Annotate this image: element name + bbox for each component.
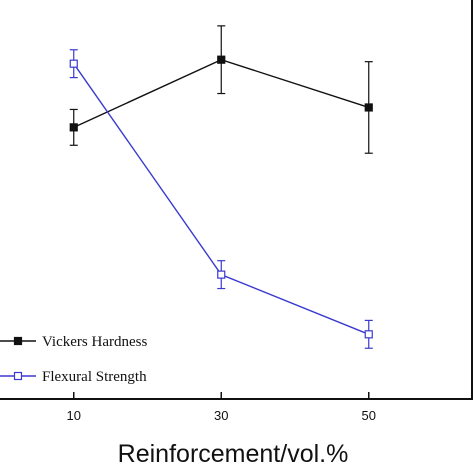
legend: Vickers Hardness Flexural Strength bbox=[0, 334, 147, 385]
legend-label: Flexural Strength bbox=[42, 369, 147, 385]
x-tick-label: 30 bbox=[214, 408, 228, 423]
data-point-marker bbox=[364, 103, 373, 112]
series-layer bbox=[69, 25, 373, 349]
legend-marker bbox=[13, 336, 23, 346]
legend-entry: Flexural Strength bbox=[0, 369, 147, 385]
legend-entry: Vickers Hardness bbox=[0, 334, 147, 350]
data-point-marker bbox=[217, 270, 226, 279]
data-point-marker bbox=[69, 123, 78, 132]
x-axis-ticks: 10 30 50 bbox=[67, 392, 376, 423]
legend-marker bbox=[13, 371, 23, 381]
data-point-marker bbox=[364, 330, 373, 339]
x-tick-label: 10 bbox=[67, 408, 81, 423]
series-1 bbox=[69, 25, 373, 154]
plot-frame bbox=[0, 0, 473, 400]
data-point-marker bbox=[69, 59, 78, 68]
x-tick-label: 50 bbox=[362, 408, 376, 423]
x-axis-title: Reinforcement/vol.% bbox=[118, 440, 349, 468]
legend-label: Vickers Hardness bbox=[42, 334, 147, 350]
series-line bbox=[73, 63, 370, 335]
data-point-marker bbox=[217, 55, 226, 64]
series-2 bbox=[69, 49, 373, 349]
